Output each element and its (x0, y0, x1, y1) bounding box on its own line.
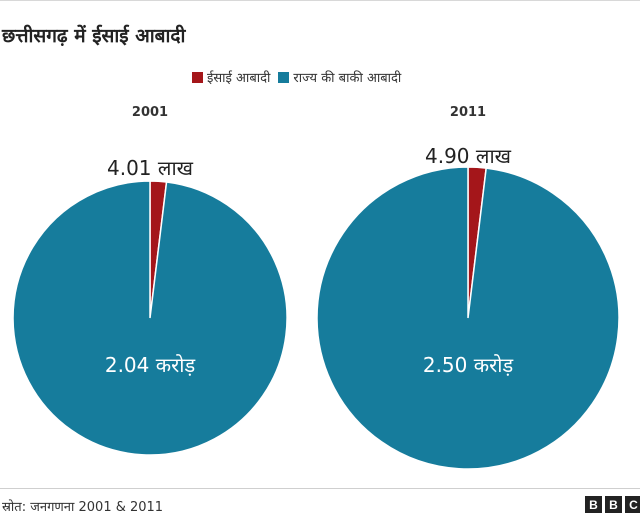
pie-data-label-rest: 2.04 करोड़ (105, 353, 196, 377)
legend: ईसाई आबादी राज्य की बाकी आबादी (192, 68, 409, 86)
bbc-logo-block: B (585, 496, 602, 513)
pie-year-label: 2001 (132, 105, 168, 120)
legend-label-rest: राज्य की बाकी आबादी (293, 71, 402, 86)
pie-data-label-christian: 4.01 लाख (107, 156, 194, 180)
source-note: स्रोत: जनगणना 2001 & 2011 (2, 500, 164, 515)
legend-label-christian: ईसाई आबादी (207, 71, 271, 86)
pie-slice-rest (12, 180, 288, 456)
legend-swatch-rest (278, 71, 290, 83)
pie-year-label: 2011 (450, 105, 486, 120)
chart-title: छत्तीसगढ़ में ईसाई आबादी (2, 25, 186, 47)
bbc-logo-block: B (605, 496, 622, 513)
legend-item-christian: ईसाई आबादी (192, 68, 270, 86)
bbc-logo: B B C (582, 496, 640, 513)
pie-data-label-christian: 4.90 लाख (425, 144, 512, 168)
pie-slice-rest (316, 166, 620, 470)
bbc-logo-block: C (625, 496, 640, 513)
footer-divider (0, 488, 640, 489)
legend-swatch-christian (192, 71, 203, 83)
legend-item-rest: राज्य की बाकी आबादी (278, 68, 401, 86)
pie-data-label-rest: 2.50 करोड़ (423, 353, 514, 377)
top-divider (0, 0, 640, 1)
